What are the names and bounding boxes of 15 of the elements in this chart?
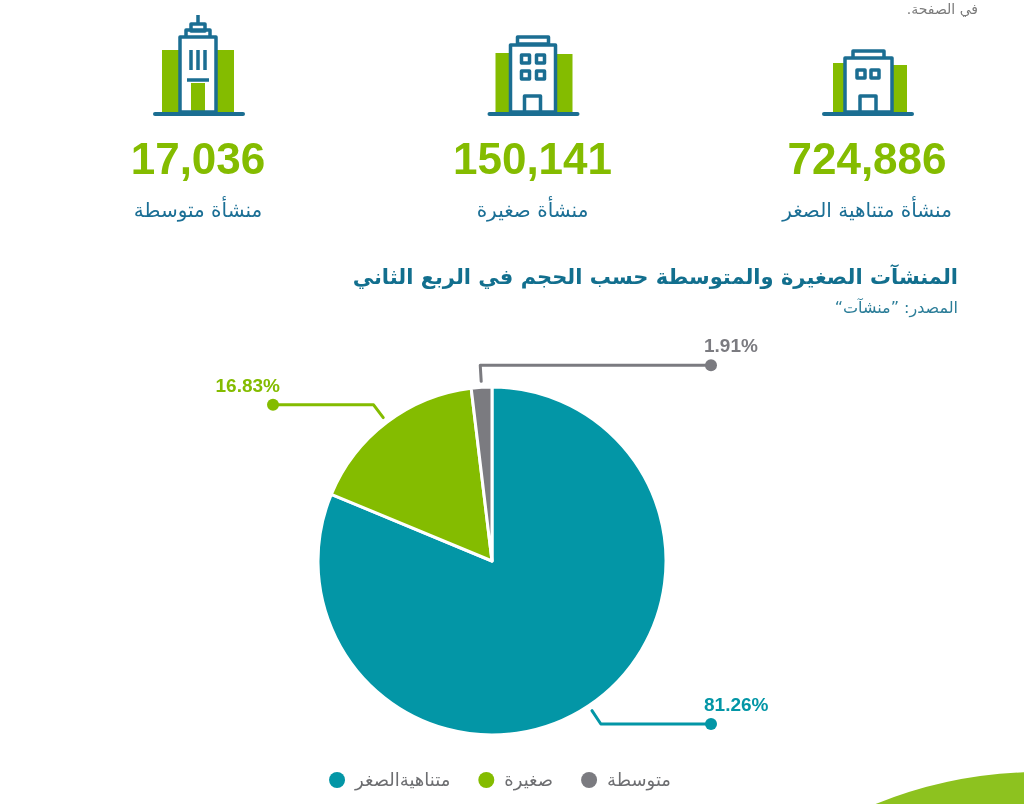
chart-title: المنشآت الصغيرة والمتوسطة حسب الحجم في الربع الثاني xyxy=(352,264,958,289)
legend-label: متناهيةالصغر xyxy=(354,769,451,791)
text: 17,036 xyxy=(130,134,266,183)
legend-label: متوسطة xyxy=(607,769,671,791)
legend-label: صغيرة xyxy=(504,769,554,791)
text: 724,886 xyxy=(787,134,947,183)
text: منشأة متوسطة xyxy=(133,196,263,222)
data-label: 1.91% xyxy=(704,335,758,357)
data-label: 81.26% xyxy=(704,694,769,715)
text: في الصفحة. xyxy=(906,1,978,18)
text: منشأة صغيرة xyxy=(476,196,589,222)
text: المصدر: ”منشآت“ xyxy=(834,298,958,318)
data-label: 16.83% xyxy=(215,374,281,396)
text: 150,141 xyxy=(452,134,613,183)
text: منشأة متناهية الصغر xyxy=(781,196,952,222)
